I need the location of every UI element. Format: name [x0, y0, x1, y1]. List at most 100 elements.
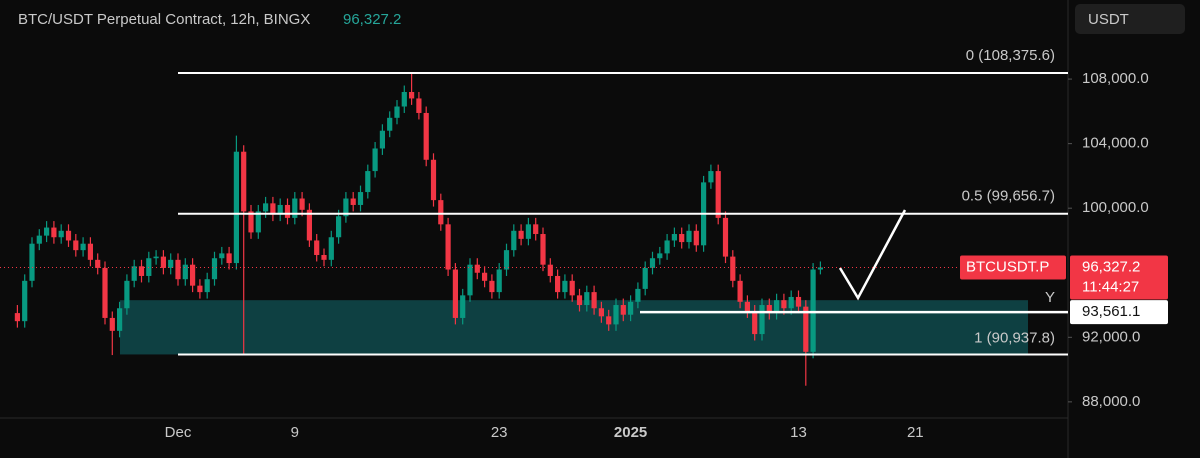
candle-body	[460, 295, 466, 318]
candle-body	[270, 203, 276, 215]
zone	[120, 300, 1028, 355]
fib-level-label: 0 (108,375.6)	[966, 47, 1055, 64]
candle-body	[489, 280, 495, 293]
currency-button[interactable]	[1075, 4, 1185, 34]
candle-body	[795, 296, 802, 307]
candle-body	[65, 230, 72, 241]
candle-body	[635, 288, 641, 302]
candle-body	[613, 305, 619, 325]
candle-body	[387, 117, 393, 131]
candle-body	[722, 217, 729, 257]
candle-body	[241, 151, 247, 212]
candle-body	[576, 295, 583, 306]
candle-body	[686, 230, 692, 243]
candle-body	[175, 259, 181, 280]
candle-body	[540, 234, 546, 265]
candle-body	[336, 216, 342, 238]
candle-body	[58, 230, 64, 238]
x-tick-label: 13	[790, 424, 807, 441]
candle-body	[409, 91, 415, 99]
candle-body	[109, 317, 115, 331]
support-tag: Y	[1045, 289, 1055, 306]
candle-body	[131, 266, 137, 281]
x-tick-label: 9	[291, 424, 299, 441]
candle-body	[730, 256, 736, 281]
last-price-label: 96,327.2	[1082, 258, 1140, 275]
candle-body	[248, 211, 254, 233]
candle-body	[693, 230, 699, 246]
candle-body	[598, 308, 604, 317]
candle-body	[233, 151, 239, 264]
candle-body	[321, 254, 327, 260]
candle-body	[671, 234, 677, 241]
candle-body	[708, 171, 714, 183]
candle-body	[620, 305, 626, 315]
candle-body	[292, 198, 298, 218]
y-tick-label: 108,000.0	[1082, 70, 1149, 87]
candle-body	[328, 237, 334, 260]
candle-body	[124, 280, 130, 309]
candle-body	[503, 250, 510, 270]
candle-body	[263, 203, 269, 212]
projection-path	[838, 209, 907, 301]
last-price-box	[1070, 255, 1168, 300]
countdown-label: 11:44:27	[1082, 278, 1139, 295]
candle-body	[803, 306, 809, 352]
candle-body	[496, 269, 502, 293]
candle-body	[423, 112, 429, 160]
x-tick-label: Dec	[165, 424, 192, 441]
y-tick-label: 88,000.0	[1082, 393, 1140, 410]
fib-level-label: 1 (90,937.8)	[974, 329, 1055, 346]
candle-body	[29, 243, 35, 281]
candle-body	[343, 198, 349, 217]
candle-body	[525, 224, 531, 239]
candle-body	[226, 253, 232, 264]
symbol-box	[960, 255, 1066, 280]
candle-body	[664, 240, 670, 254]
candle-body	[372, 148, 378, 172]
candle-body	[51, 227, 57, 238]
candle-body	[357, 192, 364, 205]
candle-body	[350, 198, 356, 205]
header-price: 96,327.2	[343, 11, 401, 28]
y-tick-label: 100,000.0	[1082, 199, 1149, 216]
candle-body	[314, 240, 320, 255]
candle-body	[95, 259, 101, 268]
candle-body	[774, 300, 780, 314]
candle-body	[255, 211, 261, 233]
x-tick-label: 2025	[614, 424, 647, 441]
y-tick-label: 92,000.0	[1082, 328, 1140, 345]
candle-body	[182, 264, 188, 280]
candle-body	[211, 258, 218, 280]
candle-body	[306, 209, 312, 241]
candle-body	[752, 311, 758, 335]
candle-body	[788, 296, 794, 309]
candle-body	[737, 280, 743, 302]
candle-body	[190, 264, 196, 286]
candle-body	[642, 267, 648, 289]
candle-body	[153, 256, 159, 259]
candle-body	[555, 275, 561, 293]
candle-body	[482, 272, 488, 281]
x-tick-label: 23	[491, 424, 508, 441]
candle-body	[467, 264, 473, 296]
candle-body	[36, 235, 42, 244]
candle-body	[533, 224, 539, 235]
candle-body	[284, 204, 291, 218]
symbol-label: BTCUSDT.P	[966, 258, 1049, 275]
candle-body	[379, 130, 385, 149]
candle-body	[547, 264, 553, 276]
candle-body	[438, 200, 444, 225]
candle-body	[80, 243, 86, 251]
candle-body	[649, 258, 656, 268]
candle-body	[299, 198, 305, 210]
candle-body	[511, 230, 517, 251]
candle-body	[365, 171, 371, 193]
currency-button-label[interactable]: USDT	[1088, 11, 1129, 28]
candle-body	[781, 300, 787, 309]
candle-body	[518, 230, 524, 239]
candle-body	[562, 280, 568, 293]
